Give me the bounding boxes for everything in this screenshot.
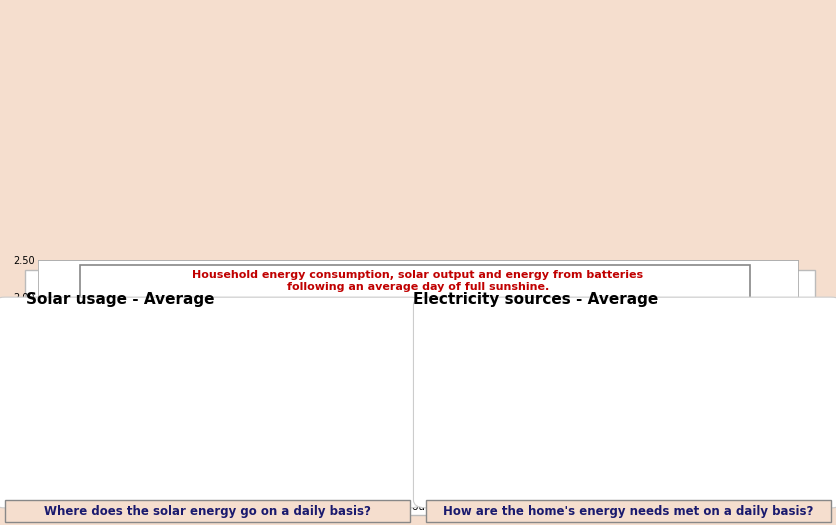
Text: Solar usage - Average: Solar usage - Average [26,292,214,307]
Legend: Energy consumption (kWh), Solar output (kWh), Energy from batteries (kWh): Energy consumption (kWh), Solar output (… [156,502,680,512]
Text: How are the home's energy needs met on a daily basis?: How are the home's energy needs met on a… [443,505,813,518]
Wedge shape [58,331,120,412]
Legend: Solar self-
consumption, Solar into batteries, Excess (wasted)
solar: Solar self- consumption, Solar into batt… [216,349,351,436]
Text: 55%: 55% [576,392,604,405]
X-axis label: Time of day: Time of day [385,460,451,470]
Wedge shape [474,331,536,452]
Text: 37%: 37% [89,426,116,439]
Wedge shape [517,393,536,452]
Text: 45%: 45% [468,380,497,393]
Text: 0%: 0% [503,424,523,437]
Wedge shape [517,331,598,455]
Text: Where does the solar energy go on a daily basis?: Where does the solar energy go on a dail… [43,505,370,518]
Text: Household energy consumption, solar output and energy from batteries
following a: Household energy consumption, solar outp… [192,270,644,292]
Wedge shape [61,393,175,455]
Text: 33%: 33% [155,365,183,379]
Wedge shape [120,331,182,423]
Text: 30%: 30% [59,362,88,375]
Y-axis label: kilowatt-hours: kilowatt-hours [1,313,11,392]
Legend: From solar, From grid, From batteries: From solar, From grid, From batteries [631,356,742,429]
Text: Electricity sources - Average: Electricity sources - Average [413,292,659,307]
